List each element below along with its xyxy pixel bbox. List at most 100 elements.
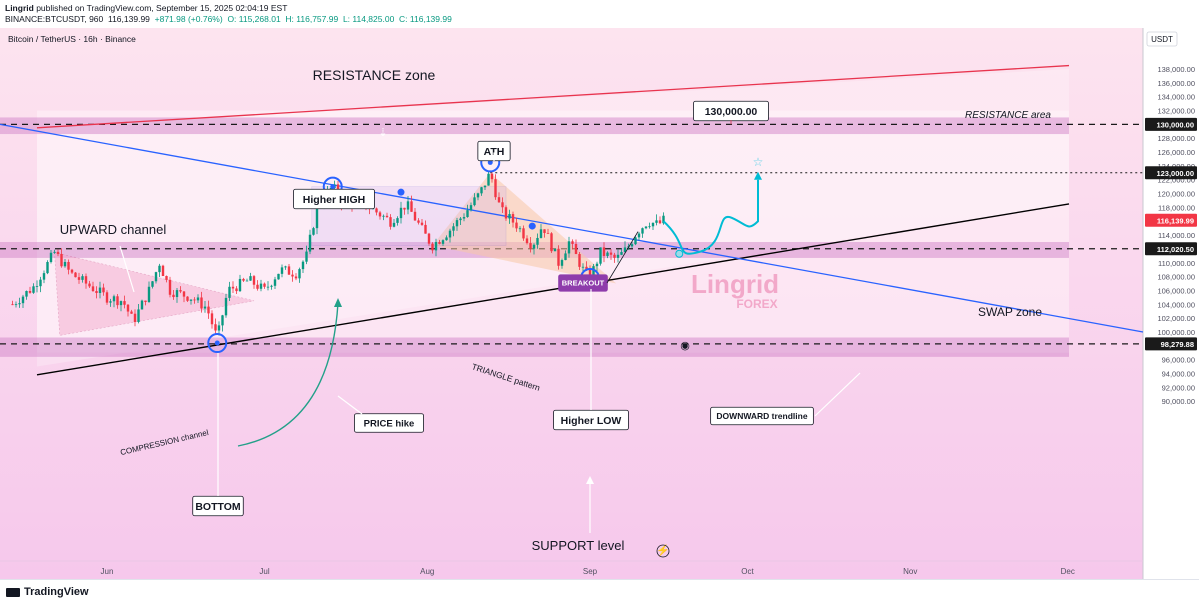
watermark-forex: FOREX bbox=[736, 297, 777, 311]
candle-body bbox=[28, 291, 32, 293]
candle-body bbox=[574, 243, 578, 255]
candle-body bbox=[581, 266, 585, 268]
candle-body bbox=[228, 286, 231, 298]
candle-body bbox=[511, 214, 515, 223]
candle-body bbox=[455, 220, 459, 227]
swap-zone-label: SWAP zone bbox=[978, 305, 1042, 319]
candle-body bbox=[560, 260, 564, 266]
y-tick-label: 118,000.00 bbox=[1158, 203, 1195, 212]
candle-body bbox=[606, 252, 609, 256]
candle-body bbox=[634, 237, 637, 245]
open-value: O: 115,268.01 bbox=[227, 14, 281, 24]
candle-body bbox=[529, 243, 532, 249]
author-name[interactable]: Lingrid bbox=[5, 3, 34, 13]
higher-low-label: Higher LOW bbox=[561, 415, 622, 427]
low-value: L: 114,825.00 bbox=[342, 14, 395, 24]
candle-body bbox=[39, 279, 42, 287]
candle-body bbox=[165, 276, 168, 280]
candle-body bbox=[504, 207, 508, 219]
upward-channel-pointer bbox=[119, 245, 135, 293]
x-tick-label: Dec bbox=[1061, 567, 1075, 576]
current-price-label-tag bbox=[1145, 213, 1197, 227]
candle-body bbox=[490, 173, 494, 180]
y-tick-label: 122,000.00 bbox=[1157, 176, 1195, 185]
candle-body bbox=[193, 299, 196, 301]
candle-body bbox=[158, 265, 161, 273]
candle-body bbox=[403, 207, 406, 210]
price-chart[interactable]: ☆ RESISTANCE zone RESISTANCE area UPWARD ch… bbox=[0, 28, 1199, 579]
candle-body bbox=[522, 228, 525, 239]
tradingview-logo[interactable]: TradingView bbox=[6, 586, 89, 598]
candle-body bbox=[476, 193, 480, 198]
candle-body bbox=[203, 306, 207, 309]
candle-body bbox=[11, 304, 14, 306]
candle-body bbox=[130, 311, 133, 314]
candle-body bbox=[95, 291, 98, 293]
candle-body bbox=[242, 278, 245, 281]
candle-body bbox=[168, 279, 172, 295]
candle-body bbox=[550, 233, 553, 252]
candle-body bbox=[658, 220, 662, 224]
candle-body bbox=[35, 286, 39, 287]
ath-circle-dot bbox=[487, 159, 493, 165]
candle-body bbox=[396, 218, 399, 223]
y-tick-label: 90,000.00 bbox=[1162, 397, 1195, 406]
currency-label: USDT bbox=[1151, 35, 1173, 44]
candle-body bbox=[501, 202, 504, 208]
resistance-band bbox=[0, 117, 1069, 135]
downward-trendline-pointer bbox=[814, 372, 861, 417]
chart-area[interactable]: ☆ RESISTANCE zone RESISTANCE area UPWARD ch… bbox=[0, 28, 1199, 579]
candle-body bbox=[21, 296, 25, 304]
candle-body bbox=[382, 215, 385, 217]
candle-body bbox=[483, 185, 487, 188]
price-hike-label-box bbox=[354, 413, 424, 433]
candle-body bbox=[49, 252, 53, 263]
symbol-label: BINANCE:BTCUSDT, 960 bbox=[5, 14, 104, 24]
candle-body bbox=[469, 205, 473, 211]
y-tick-label: 108,000.00 bbox=[1157, 273, 1195, 282]
candle-body bbox=[109, 301, 112, 303]
candle-body bbox=[567, 241, 571, 254]
candle-body bbox=[508, 214, 511, 219]
candle-body bbox=[154, 272, 158, 282]
bottom-label-box bbox=[192, 495, 244, 517]
tradingview-brand: TradingView bbox=[24, 586, 89, 598]
y-tick-label: 94,000.00 bbox=[1162, 369, 1195, 378]
upward-channel-label: UPWARD channel bbox=[60, 222, 167, 237]
tradingview-icon bbox=[6, 587, 20, 597]
candle-body bbox=[564, 253, 567, 261]
candle-body bbox=[207, 306, 210, 314]
candle-body bbox=[480, 187, 483, 194]
x-tick-label: Nov bbox=[903, 567, 917, 576]
price-change: +871.98 (+0.76%) bbox=[154, 14, 223, 24]
candle-body bbox=[294, 276, 298, 279]
level-98279-label-tag bbox=[1145, 337, 1197, 351]
candle-body bbox=[466, 210, 469, 218]
candle-body bbox=[133, 313, 137, 322]
candle-body bbox=[217, 325, 221, 331]
higher-high-label: Higher HIGH bbox=[303, 194, 365, 206]
channel-fill bbox=[37, 69, 1069, 367]
candle-body bbox=[249, 276, 252, 281]
resistance-area-label: RESISTANCE area bbox=[965, 110, 1051, 121]
y-tick-label: 102,000.00 bbox=[1157, 314, 1195, 323]
candle-body bbox=[42, 273, 46, 280]
candle-body bbox=[644, 226, 648, 229]
candle-body bbox=[578, 254, 581, 267]
candle-body bbox=[494, 179, 497, 198]
candle-body bbox=[441, 240, 445, 244]
candle-body bbox=[497, 197, 501, 203]
candle-body bbox=[487, 173, 490, 186]
candle-body bbox=[651, 222, 655, 227]
candle-body bbox=[14, 304, 18, 306]
candle-body bbox=[112, 296, 116, 302]
candle-body bbox=[637, 233, 641, 238]
candle-body bbox=[305, 251, 308, 262]
candle-body bbox=[102, 287, 105, 293]
lightning-ring bbox=[656, 544, 670, 558]
candle-body bbox=[315, 204, 319, 229]
candle-body bbox=[147, 286, 151, 302]
level-112020-label-tag bbox=[1145, 242, 1197, 256]
candle-body bbox=[74, 272, 77, 278]
candle-body bbox=[91, 286, 95, 292]
